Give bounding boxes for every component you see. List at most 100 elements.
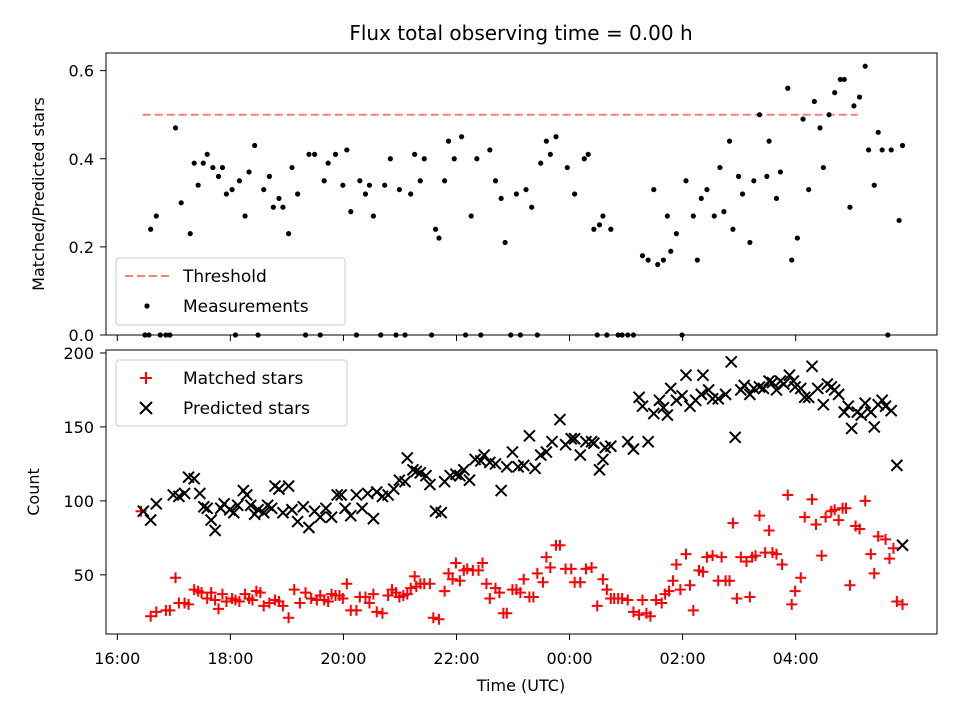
measurement-point bbox=[502, 239, 508, 246]
bottom-y-tick-label: 50 bbox=[74, 566, 94, 585]
measurement-point bbox=[412, 151, 418, 157]
measurement-point bbox=[295, 191, 301, 197]
top-y-tick-label: 0.2 bbox=[69, 238, 94, 257]
x-axis-label: Time (UTC) bbox=[476, 676, 565, 695]
measurement-point bbox=[246, 169, 252, 175]
measurement-point bbox=[785, 85, 791, 91]
measurement-point bbox=[879, 147, 885, 153]
matched-star-point bbox=[636, 594, 648, 606]
measurement-point bbox=[523, 186, 529, 193]
top-legend: Threshold Measurements bbox=[115, 257, 346, 326]
predicted-star-point bbox=[187, 472, 201, 485]
matched-star-point bbox=[514, 587, 526, 599]
measurement-point bbox=[645, 257, 651, 263]
predicted-star-point bbox=[401, 451, 414, 465]
predicted-star-point bbox=[367, 512, 380, 525]
matched-star-point bbox=[574, 576, 586, 588]
matched-star-point bbox=[724, 575, 736, 587]
matched-star-point bbox=[540, 551, 552, 563]
measurement-point bbox=[529, 204, 535, 210]
matched-star-point bbox=[233, 595, 245, 607]
predicted-star-point bbox=[621, 435, 634, 448]
matched-star-point bbox=[697, 566, 709, 578]
measurement-point bbox=[789, 257, 795, 263]
top-legend-box bbox=[115, 257, 346, 326]
predicted-star-point bbox=[702, 383, 715, 397]
measurement-point bbox=[215, 173, 222, 179]
matched-star-point bbox=[753, 510, 765, 522]
matched-star-point bbox=[616, 593, 628, 604]
predicted-star-point bbox=[753, 380, 766, 394]
predicted-star-point bbox=[227, 506, 240, 519]
measurement-point bbox=[600, 213, 606, 219]
measurement-point bbox=[442, 178, 448, 184]
predicted-star-point bbox=[657, 401, 670, 414]
predicted-star-point bbox=[777, 377, 791, 391]
predicted-star-point bbox=[725, 355, 738, 369]
matched-star-point bbox=[680, 548, 692, 560]
predicted-star-point bbox=[500, 460, 514, 474]
legend-measurements-label: Measurements bbox=[183, 297, 309, 317]
measurement-point bbox=[547, 151, 553, 157]
matched-star-point bbox=[554, 539, 566, 551]
matched-star-point bbox=[170, 572, 182, 584]
measurement-point bbox=[806, 186, 812, 193]
predicted-star-point bbox=[338, 502, 352, 515]
bottom-legend: Matched stars Predicted stars bbox=[115, 359, 348, 427]
predicted-star-point bbox=[150, 497, 163, 511]
bottom-x-axis: 16:00 18:00 20:00 22:00 00:00 02:00 04:00 bbox=[94, 634, 819, 668]
matched-star-point bbox=[439, 585, 451, 597]
predicted-star-point bbox=[545, 435, 559, 448]
predicted-star-point bbox=[845, 422, 858, 435]
matched-star-point bbox=[537, 576, 549, 588]
matched-star-point bbox=[145, 610, 157, 622]
measurement-point bbox=[332, 151, 339, 157]
matched-star-point bbox=[872, 530, 884, 542]
x-tick-label: 22:00 bbox=[433, 649, 479, 668]
matched-star-point bbox=[350, 604, 362, 616]
measurement-point bbox=[820, 164, 826, 171]
matched-star-point bbox=[820, 511, 832, 523]
predicted-star-point bbox=[719, 388, 732, 401]
matched-star-point bbox=[283, 612, 295, 624]
predicted-star-point bbox=[244, 499, 257, 512]
measurement-point bbox=[252, 142, 258, 149]
measurement-point bbox=[585, 151, 591, 157]
measurement-point bbox=[553, 134, 559, 140]
measurement-point bbox=[178, 200, 184, 206]
predicted-star-point bbox=[406, 463, 420, 477]
measurement-point bbox=[191, 160, 197, 166]
top-panel-title: Flux total observing time = 0.00 h bbox=[349, 21, 692, 45]
matched-star-point bbox=[776, 558, 788, 570]
measurement-point bbox=[717, 164, 723, 171]
measurement-point bbox=[229, 186, 235, 193]
matched-star-point bbox=[750, 550, 762, 562]
predicted-star-point bbox=[282, 479, 295, 493]
matched-star-point bbox=[770, 548, 782, 560]
measurement-point bbox=[204, 151, 210, 157]
measurement-point bbox=[458, 134, 465, 140]
measurement-point bbox=[408, 191, 414, 197]
measurement-point bbox=[468, 213, 474, 219]
measurement-point bbox=[871, 182, 877, 188]
measurement-point bbox=[766, 138, 772, 144]
matched-star-point bbox=[454, 575, 466, 587]
matched-star-point bbox=[493, 587, 505, 599]
legend-threshold-label: Threshold bbox=[182, 267, 267, 287]
measurement-point bbox=[498, 195, 504, 202]
matched-star-point bbox=[531, 567, 543, 579]
matched-star-point bbox=[716, 551, 728, 563]
measurement-point bbox=[690, 213, 696, 219]
predicted-star-point bbox=[553, 413, 567, 426]
measurement-point bbox=[270, 204, 276, 210]
predicted-star-point bbox=[743, 388, 757, 401]
matched-star-point bbox=[382, 590, 394, 602]
predicted-star-point bbox=[523, 429, 536, 442]
bottom-legend-box bbox=[115, 359, 348, 427]
x-tick-label: 18:00 bbox=[207, 649, 253, 668]
measurement-point bbox=[794, 235, 800, 241]
measurement-point bbox=[651, 186, 657, 193]
predicted-star-point bbox=[297, 500, 310, 513]
matched-star-point bbox=[501, 607, 513, 619]
predicted-star-point bbox=[661, 408, 674, 422]
